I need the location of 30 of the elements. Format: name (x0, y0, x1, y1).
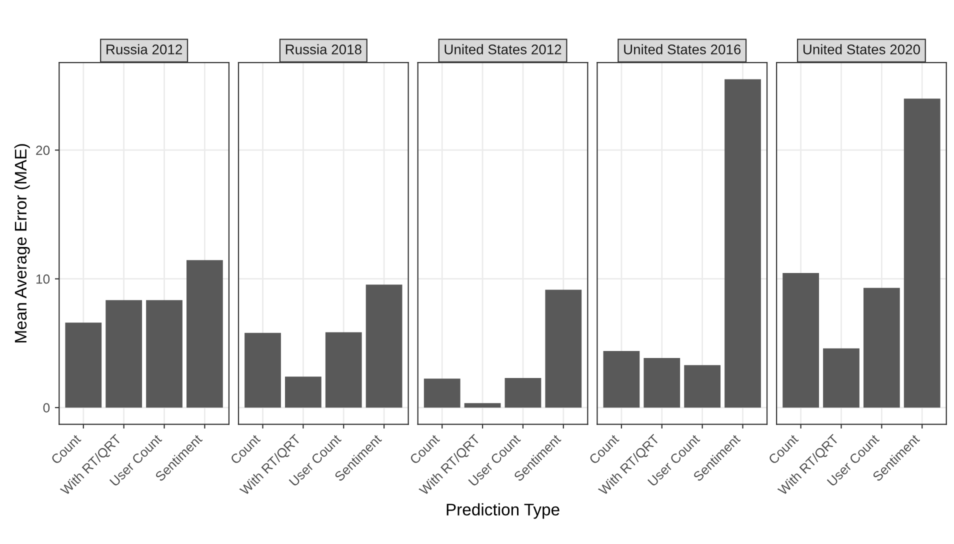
bar (504, 378, 542, 408)
bar (782, 273, 820, 408)
bar (244, 332, 281, 408)
bar (186, 260, 223, 408)
bar (325, 332, 362, 408)
bar (284, 376, 322, 408)
y-tick-label: 10 (36, 274, 50, 284)
chart-title: United States 2020 (803, 44, 920, 54)
bar (684, 365, 721, 408)
chart-title: United States 2012 (444, 44, 562, 54)
bar (724, 79, 761, 408)
chart-title: Russia 2012 (106, 44, 182, 54)
y-axis-title: Mean Average Error (MAE) (14, 144, 30, 342)
y-tick-label: 20 (36, 146, 50, 156)
x-axis-title: Prediction Type (446, 503, 560, 519)
bar (146, 300, 182, 408)
bar (823, 348, 860, 408)
chart-title: Russia 2018 (286, 44, 362, 54)
chart-title: United States 2016 (624, 44, 741, 54)
bar (464, 403, 501, 408)
bar (603, 350, 640, 408)
y-tick-label: 0 (43, 403, 50, 412)
bar (863, 288, 900, 408)
bar (644, 358, 680, 408)
bar (424, 378, 460, 408)
bar (65, 322, 102, 408)
bar (545, 290, 582, 408)
bar (366, 284, 402, 408)
bar (106, 300, 142, 408)
bar (904, 98, 940, 408)
